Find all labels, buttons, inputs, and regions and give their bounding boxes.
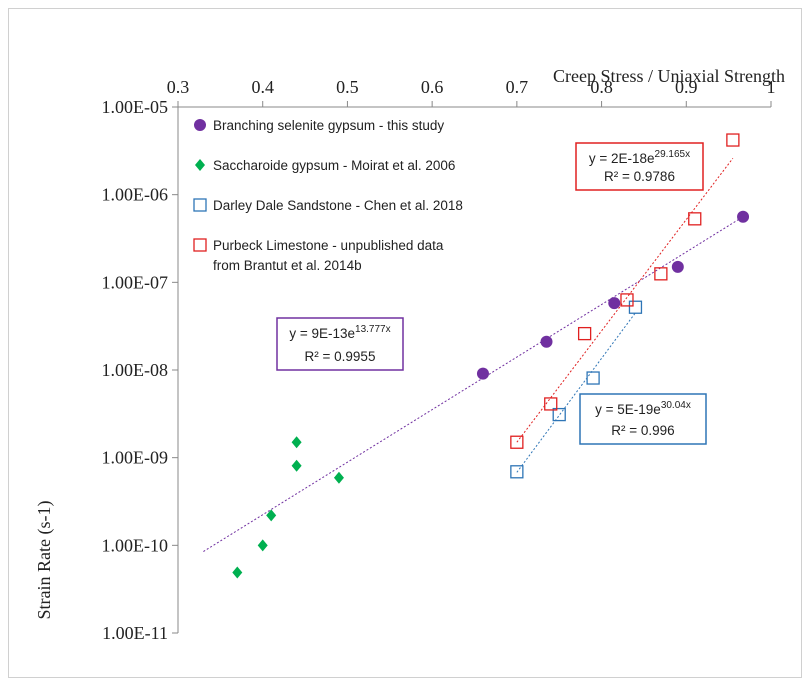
equation-exponent: 30.04x [661, 400, 691, 411]
data-point [544, 397, 558, 411]
data-point [688, 212, 702, 226]
r-squared: R² = 0.9786 [604, 169, 675, 184]
data-point [726, 133, 740, 147]
data-point [291, 459, 302, 472]
data-point [577, 326, 592, 341]
y-tick-label: 1.00E-09 [102, 448, 169, 468]
legend-label: Branching selenite gypsum - this study [213, 118, 444, 133]
equation-box [575, 142, 704, 191]
equation-text: y = 9E-13e [289, 326, 355, 341]
data-point [737, 210, 750, 223]
data-point [608, 297, 621, 310]
data-point [628, 300, 643, 314]
trendline [203, 216, 744, 552]
y-tick-label: 1.00E-05 [102, 97, 169, 117]
x-tick-label: 0.4 [251, 77, 274, 97]
equation-exponent: 13.777x [355, 324, 391, 335]
data-point [620, 293, 634, 307]
data-point [586, 371, 600, 385]
data-point [291, 436, 302, 449]
y-tick-label: 1.00E-07 [102, 272, 169, 292]
y-axis-title: Strain Rate (s-1) [34, 501, 55, 620]
y-tick-label: 1.00E-08 [102, 360, 169, 380]
x-tick-label: 0.5 [336, 77, 359, 97]
legend-marker [195, 159, 205, 171]
x-tick-label: 1 [767, 77, 776, 97]
data-point [266, 509, 277, 522]
legend-label: Purbeck Limestone - unpublished data from… [213, 238, 444, 273]
equation: y = 5E-19e30.04x [595, 400, 691, 417]
data-point [654, 267, 668, 281]
equation-box [579, 393, 707, 445]
x-tick-label: 0.3 [167, 77, 190, 97]
equation-box [276, 317, 404, 371]
data-point [510, 435, 524, 449]
x-tick-label: 0.9 [675, 77, 698, 97]
data-point [540, 335, 553, 348]
trendline [516, 312, 636, 473]
x-tick-label: 0.7 [506, 77, 529, 97]
y-tick-label: 1.00E-06 [102, 185, 169, 205]
data-point [232, 566, 243, 579]
data-point [552, 407, 566, 422]
equation-text: y = 5E-19e [595, 402, 661, 417]
x-tick-label: 0.6 [421, 77, 444, 97]
y-tick-label: 1.00E-10 [102, 535, 169, 555]
equation: y = 9E-13e13.777x [289, 324, 390, 341]
data-point [510, 465, 524, 479]
data-point [257, 539, 268, 552]
data-point [671, 260, 684, 273]
r-squared: R² = 0.9955 [305, 349, 376, 364]
equation-text: y = 2E-18e [589, 151, 655, 166]
chart-border [8, 8, 802, 678]
legend-marker [193, 198, 207, 212]
data-point [476, 367, 489, 380]
y-tick-label: 1.00E-11 [102, 623, 168, 643]
legend-label: Saccharoide gypsum - Moirat et al. 2006 [213, 158, 455, 173]
legend-label: Darley Dale Sandstone - Chen et al. 2018 [213, 198, 463, 213]
x-tick-label: 0.8 [590, 77, 613, 97]
trendline [516, 157, 734, 443]
x-axis-title: Creep Stress / Uniaxial Strength [553, 66, 785, 86]
r-squared: R² = 0.996 [611, 423, 674, 438]
equation-exponent: 29.165x [655, 149, 691, 160]
legend-marker [194, 119, 206, 131]
data-point [333, 471, 344, 484]
legend-marker [193, 238, 207, 252]
equation: y = 2E-18e29.165x [589, 149, 690, 166]
